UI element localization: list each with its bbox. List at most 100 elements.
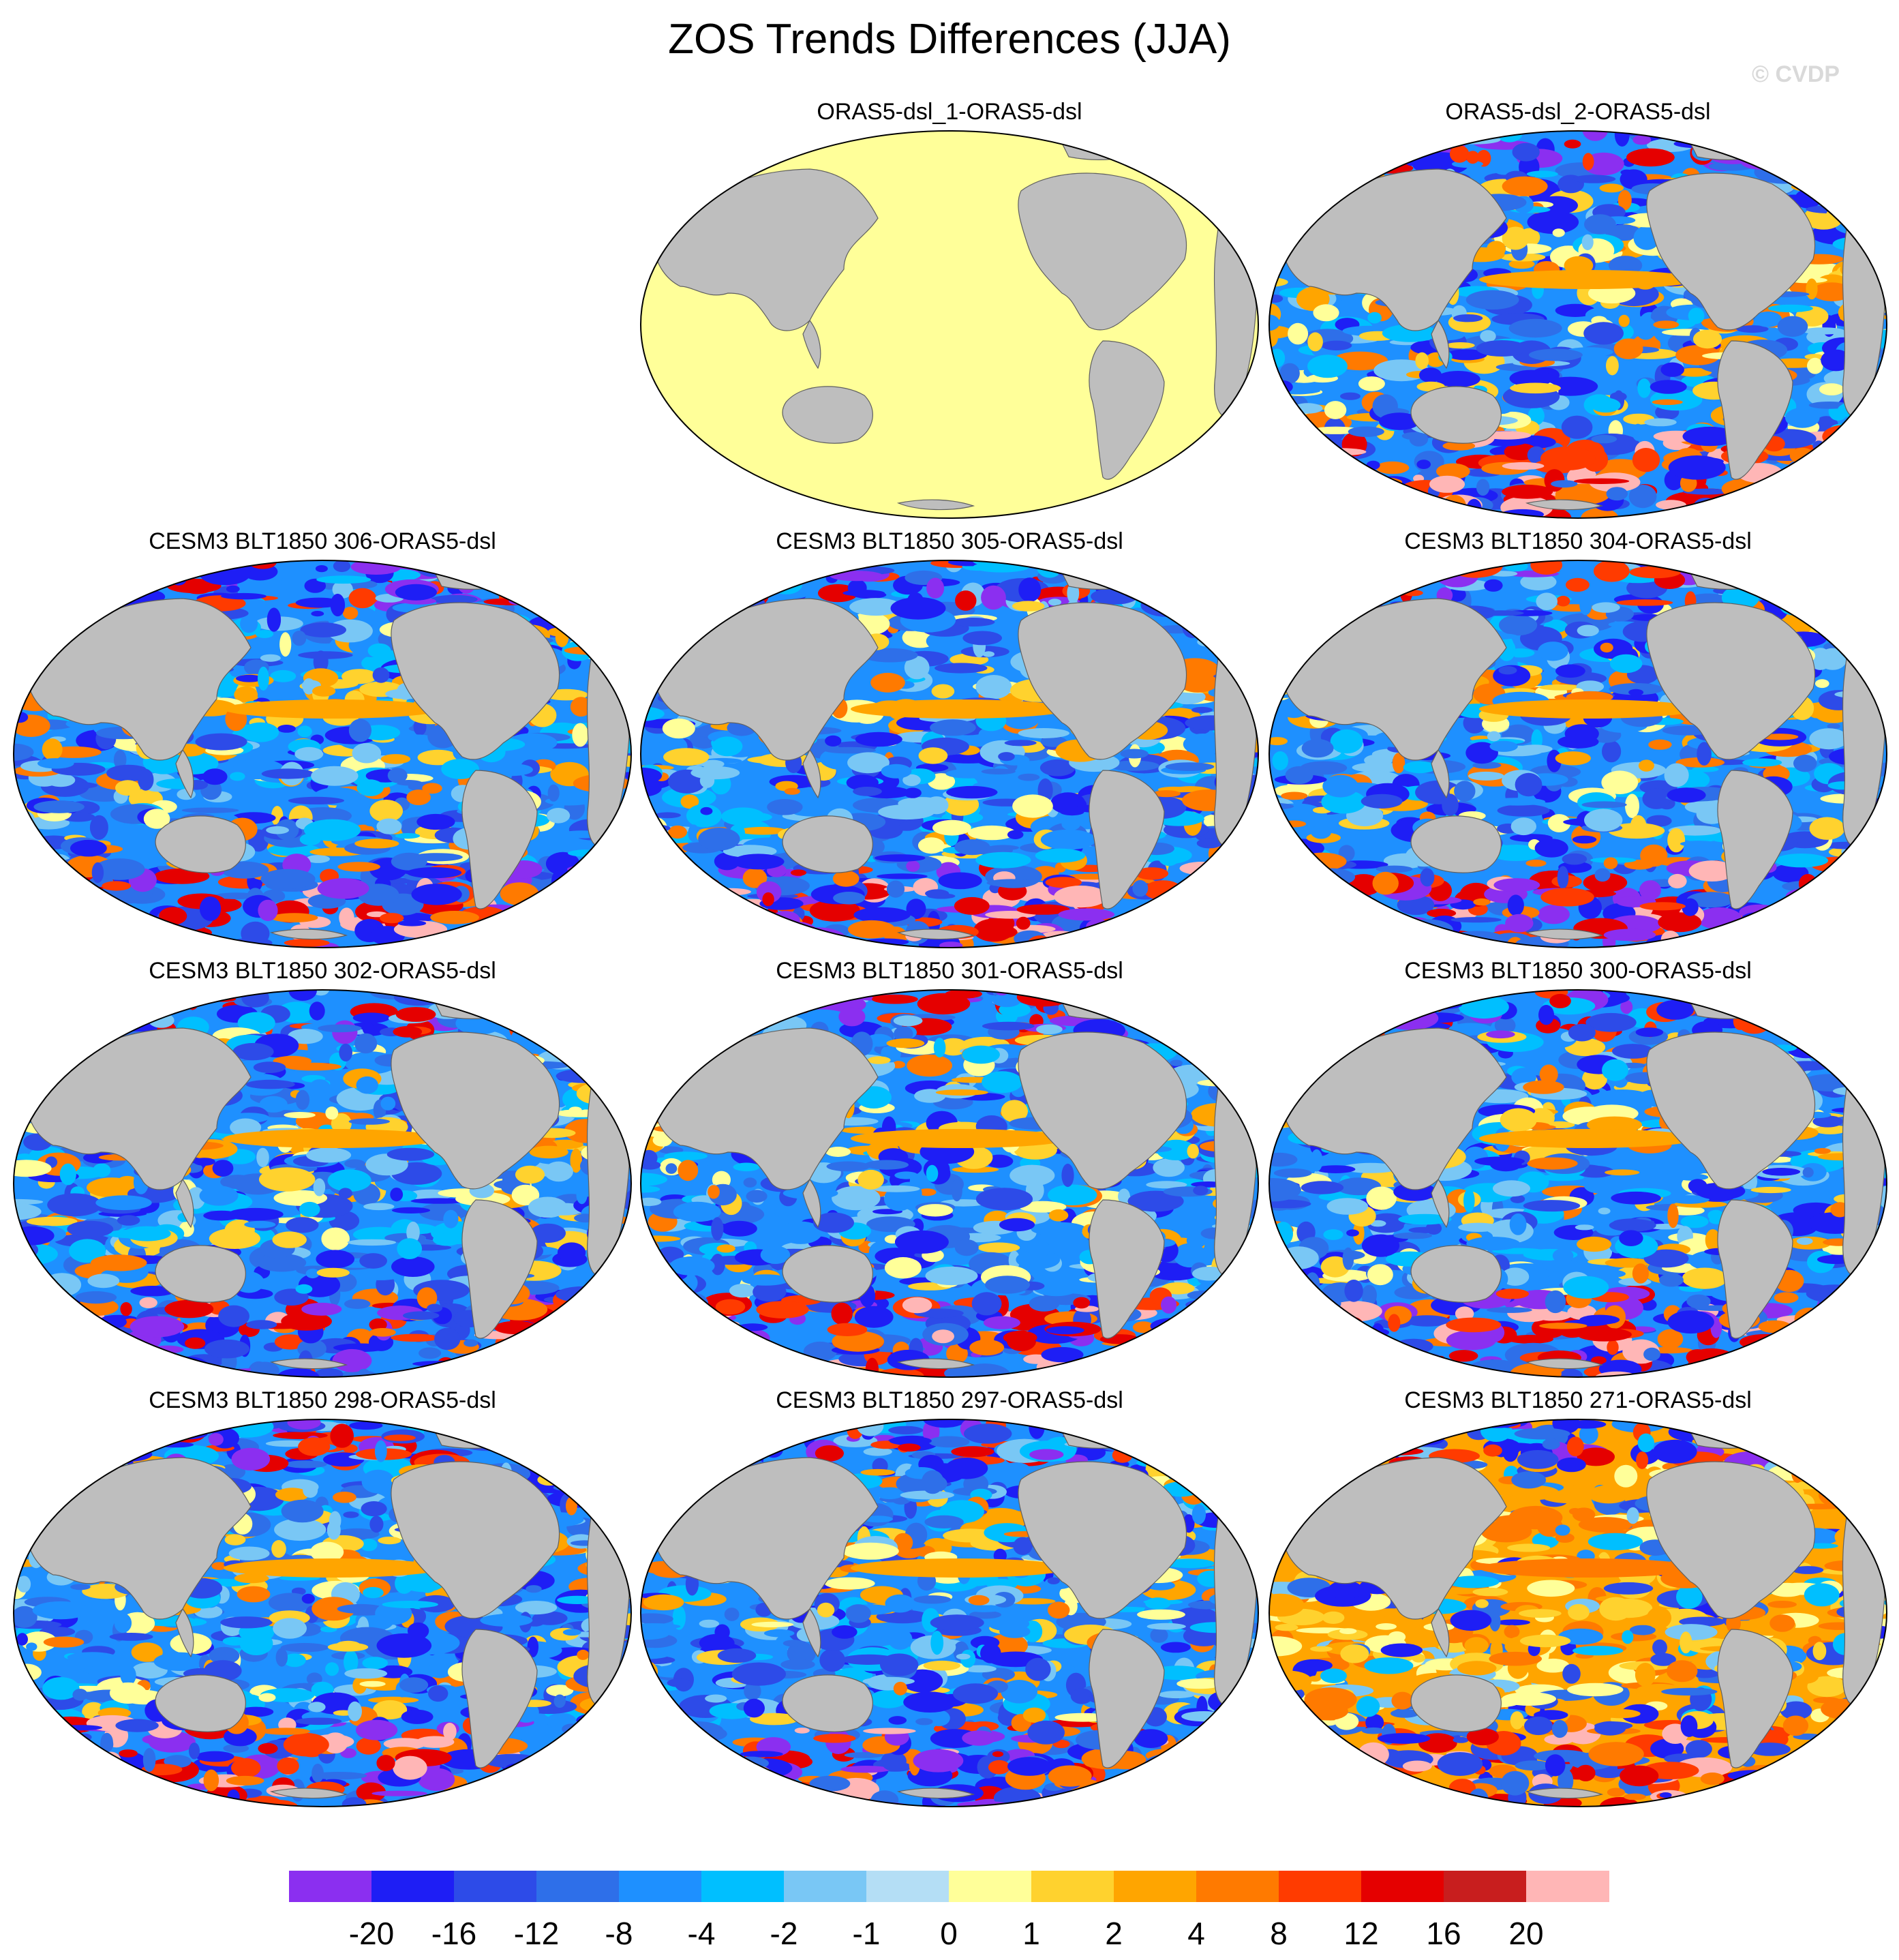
ocean-anomaly-patch (1830, 614, 1878, 629)
land-mass (269, 929, 348, 940)
ocean-anomaly-patch (1279, 363, 1300, 384)
ocean-anomaly-patch (1300, 761, 1348, 775)
ocean-anomaly-patch (337, 862, 380, 872)
ocean-anomaly-patch (641, 817, 667, 839)
ocean-anomaly-patch (641, 1372, 667, 1377)
ocean-anomaly-patch (1848, 476, 1886, 487)
ocean-anomaly-patch (1822, 626, 1856, 639)
ocean-anomaly-patch (42, 738, 63, 761)
ocean-anomaly-patch (749, 924, 797, 948)
ocean-anomaly-patch (1616, 599, 1673, 606)
ocean-anomaly-patch (1341, 468, 1364, 477)
ocean-anomaly-patch (557, 1242, 586, 1263)
ocean-anomaly-patch (1845, 921, 1879, 937)
ocean-anomaly-patch (439, 944, 481, 948)
ocean-anomaly-patch (1847, 438, 1887, 453)
ocean-anomaly-patch (1270, 387, 1320, 395)
ocean-anomaly-patch (436, 1357, 456, 1375)
ocean-anomaly-patch (88, 1330, 106, 1355)
ocean-anomaly-patch (1156, 571, 1177, 593)
ocean-anomaly-patch (232, 1042, 274, 1061)
ocean-anomaly-patch (295, 1284, 313, 1294)
ocean-anomaly-patch (89, 815, 108, 840)
ocean-anomaly-patch (613, 651, 631, 660)
ocean-anomaly-patch (1608, 823, 1665, 839)
ocean-anomaly-patch (608, 898, 631, 908)
ocean-anomaly-patch (534, 565, 589, 588)
ocean-anomaly-patch (1712, 131, 1757, 141)
ocean-anomaly-patch (1536, 592, 1558, 610)
ocean-anomaly-patch (1196, 597, 1208, 609)
ocean-anomaly-patch (1269, 875, 1315, 896)
ocean-anomaly-patch (1838, 131, 1857, 151)
panel-title: CESM3 BLT1850 302-ORAS5-dsl (149, 958, 496, 984)
ocean-anomaly-patch (1827, 723, 1840, 729)
ocean-anomaly-patch (14, 1198, 44, 1205)
ocean-anomaly-patch (1105, 1369, 1144, 1377)
ocean-anomaly-patch (1071, 560, 1089, 572)
ocean-anomaly-patch (738, 560, 753, 575)
ocean-anomaly-patch (1007, 830, 1024, 839)
ocean-anomaly-patch (130, 560, 188, 566)
ocean-anomaly-patch (430, 594, 478, 604)
ocean-anomaly-patch (648, 1302, 678, 1327)
ocean-anomaly-patch (1865, 629, 1882, 648)
ocean-anomaly-patch (1209, 914, 1258, 921)
ocean-anomaly-patch (1849, 181, 1874, 196)
ocean-anomaly-patch (662, 620, 716, 627)
ocean-anomaly-patch (1815, 679, 1829, 689)
ocean-anomaly-patch (853, 787, 882, 796)
ocean-anomaly-patch (1502, 462, 1545, 470)
ocean-anomaly-patch (33, 800, 85, 813)
ocean-anomaly-patch (423, 993, 459, 1000)
ocean-anomaly-patch (1168, 593, 1198, 607)
ocean-anomaly-patch (539, 1025, 555, 1049)
ocean-anomaly-patch (1802, 327, 1844, 335)
ocean-anomaly-patch (1290, 473, 1306, 494)
ocean-anomaly-patch (524, 588, 566, 597)
ocean-anomaly-patch (1629, 566, 1681, 579)
land-mass (269, 1358, 348, 1370)
ocean-anomaly-patch (1133, 912, 1147, 933)
ocean-anomaly-patch (261, 768, 315, 779)
ocean-anomaly-patch (1737, 564, 1776, 588)
ocean-anomaly-patch (1870, 172, 1887, 188)
map-projection (13, 989, 632, 1378)
ocean-anomaly-patch (464, 1360, 481, 1377)
ocean-anomaly-patch (583, 1021, 624, 1029)
ocean-anomaly-patch (649, 623, 690, 646)
ocean-anomaly-patch (1444, 561, 1498, 569)
ocean-anomaly-patch (1363, 572, 1419, 590)
ocean-anomaly-patch (159, 907, 187, 925)
ocean-anomaly-patch (1614, 131, 1630, 147)
ocean-anomaly-patch (1822, 911, 1837, 926)
ocean-anomaly-patch (94, 858, 145, 880)
ocean-anomaly-patch (1221, 1368, 1258, 1377)
ocean-anomaly-patch (1465, 290, 1519, 310)
ocean-anomaly-patch (1658, 912, 1702, 933)
ocean-anomaly-patch (474, 560, 530, 568)
ocean-anomaly-patch (45, 1053, 71, 1075)
ocean-anomaly-patch (1140, 932, 1173, 940)
ocean-anomaly-patch (1269, 314, 1280, 331)
land-mass (25, 1027, 252, 1190)
ocean-anomaly-patch (130, 1316, 185, 1338)
ocean-anomaly-patch (552, 564, 568, 580)
map-outline (640, 130, 1259, 519)
ocean-anomaly-patch (1852, 441, 1868, 462)
ocean-anomaly-patch (1785, 407, 1820, 428)
ocean-anomaly-patch (1840, 629, 1862, 646)
ocean-anomaly-patch (1314, 909, 1356, 932)
ocean-anomaly-patch (1688, 307, 1705, 325)
ocean-anomaly-patch (14, 854, 30, 878)
land-mass (1213, 203, 1257, 418)
ocean-anomaly-patch (270, 669, 297, 682)
ocean-anomaly-patch (1864, 479, 1879, 504)
ocean-anomaly-patch (1120, 749, 1149, 759)
ocean-anomaly-patch (641, 616, 685, 636)
ocean-anomaly-patch (280, 574, 311, 592)
land-mass (461, 770, 538, 909)
ocean-anomaly-patch (253, 1061, 286, 1073)
ocean-anomaly-patch (530, 1223, 566, 1243)
ocean-anomaly-patch (1650, 380, 1687, 394)
